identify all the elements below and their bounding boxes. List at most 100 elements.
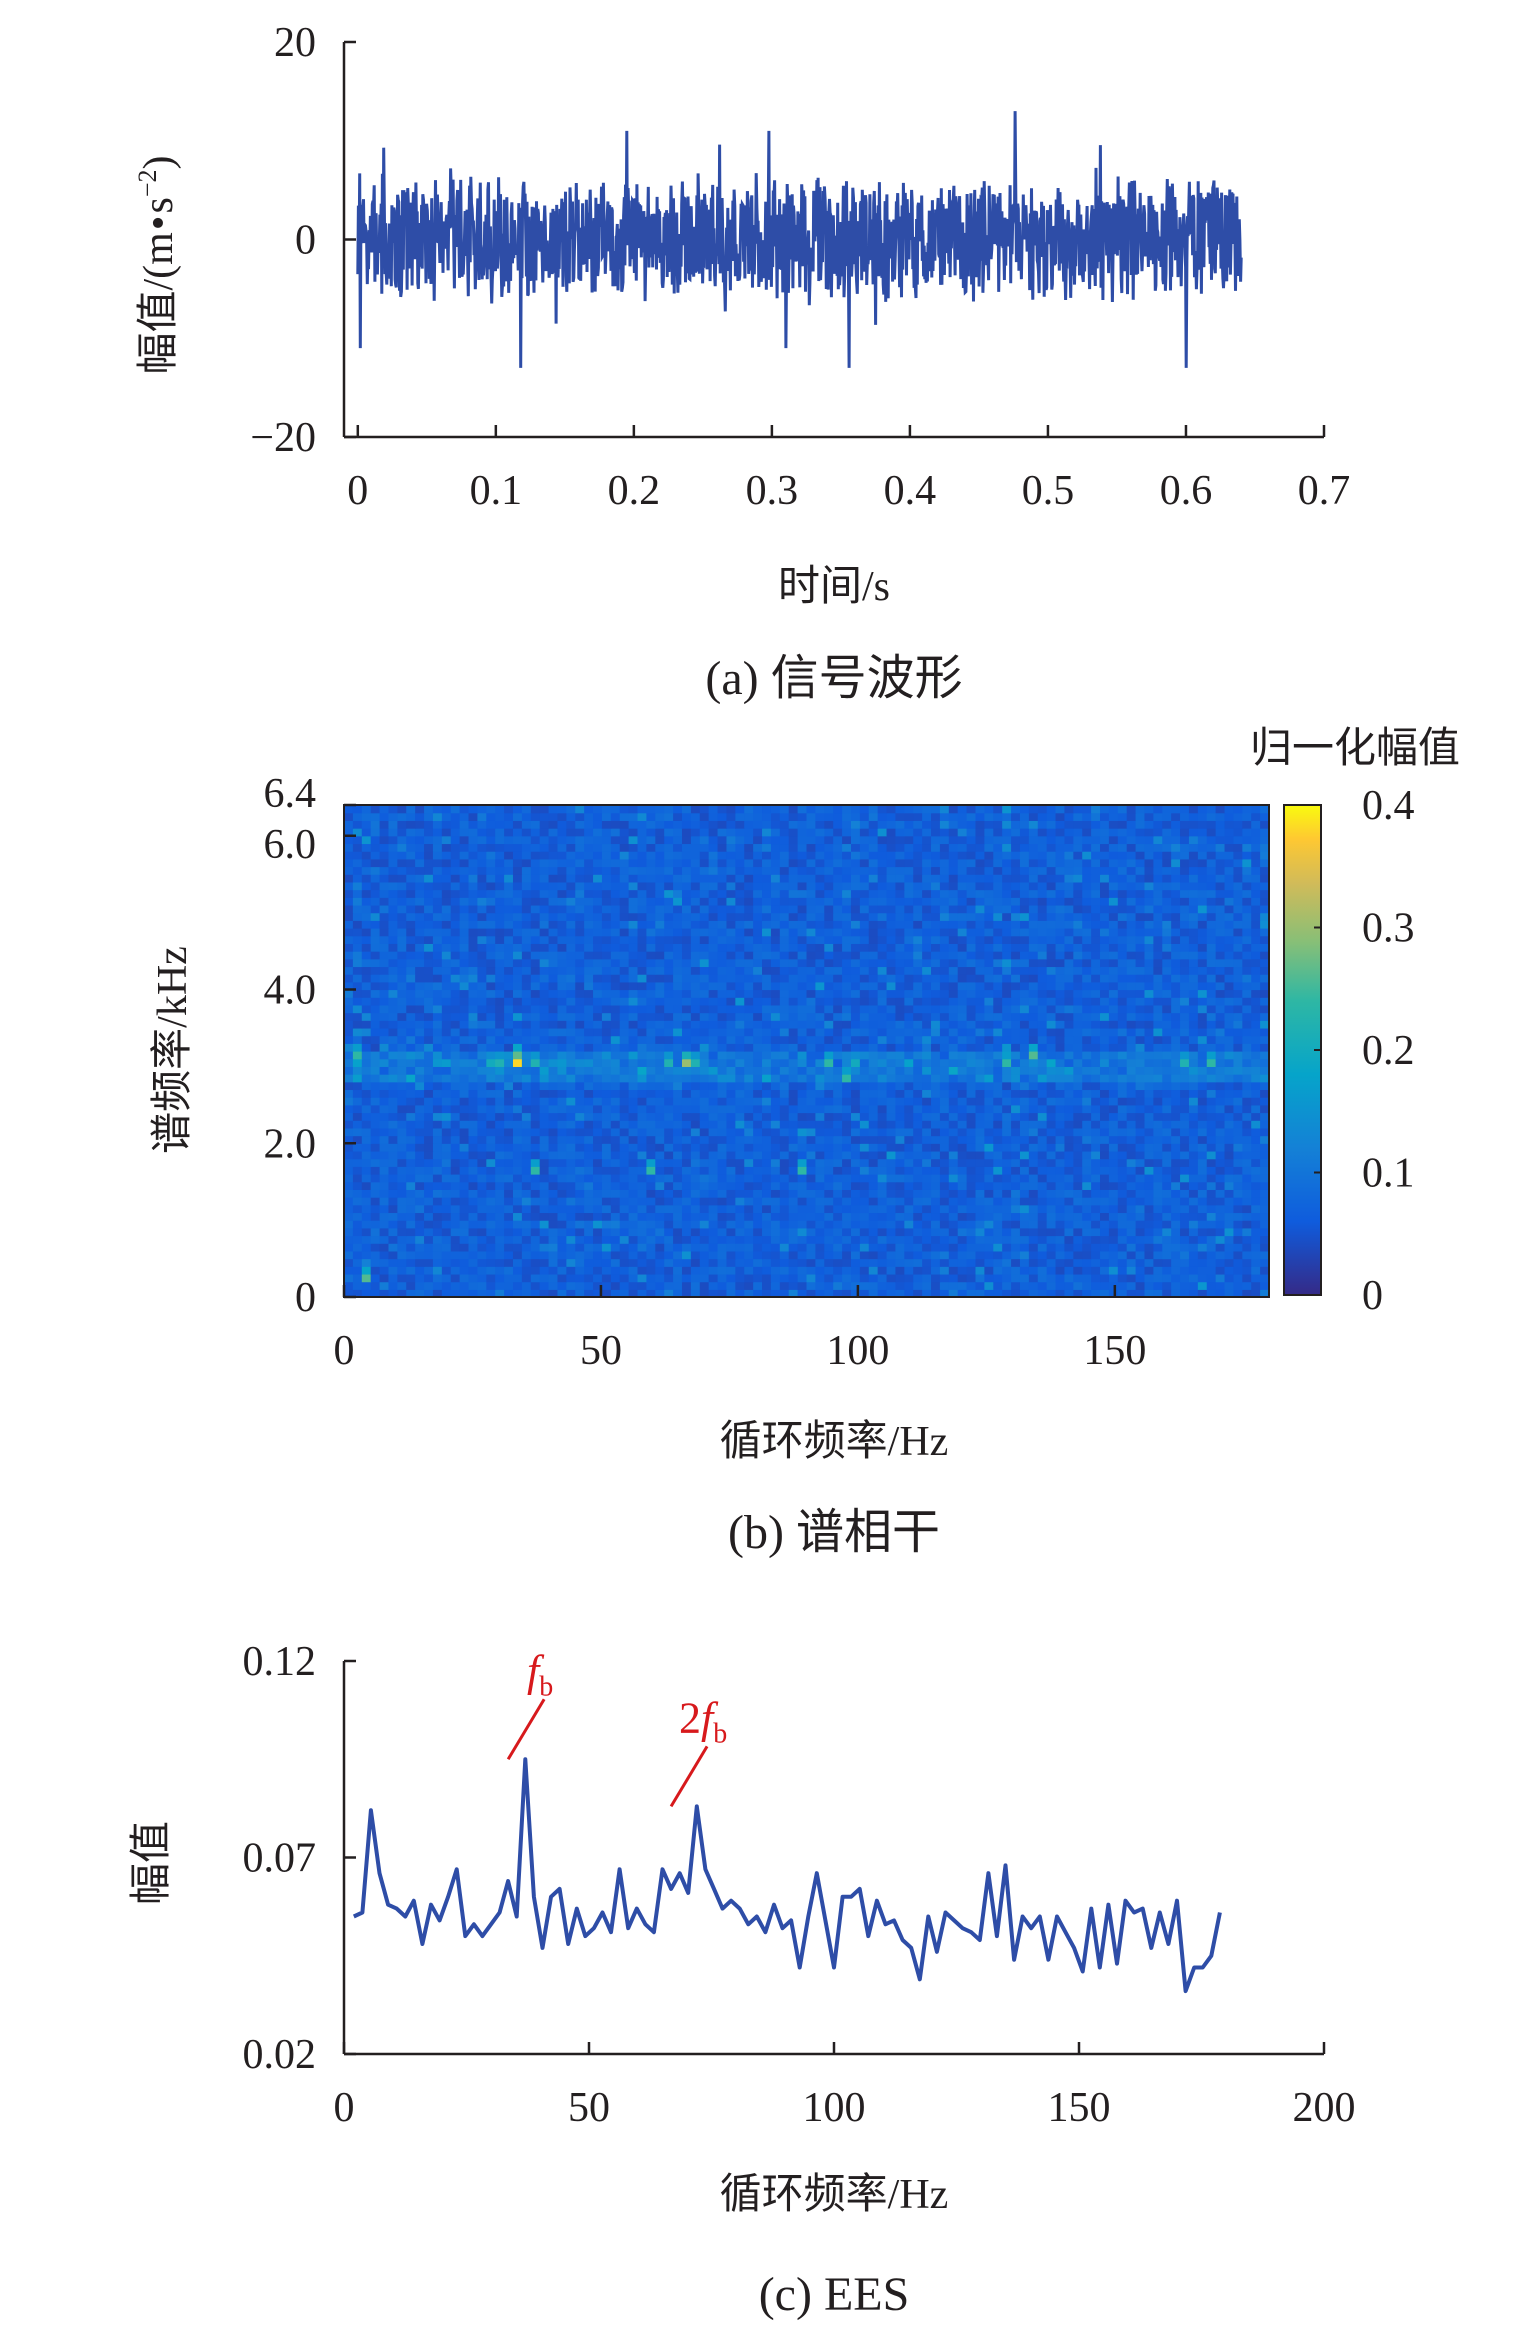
heatmap-cell [477, 1227, 487, 1237]
heatmap-cell [566, 1289, 576, 1298]
heatmap-cell [344, 1020, 354, 1029]
heatmap-cell [957, 1289, 968, 1298]
heatmap-cell [806, 1266, 816, 1275]
heatmap-cell [584, 1235, 594, 1244]
heatmap-cell [753, 1043, 763, 1052]
heatmap-cell [370, 989, 381, 998]
heatmap-cell [459, 1027, 470, 1037]
heatmap-cell [850, 1135, 861, 1144]
heatmap-cell [788, 974, 799, 983]
heatmap-cell [1064, 1212, 1074, 1221]
heatmap-cell [744, 1289, 754, 1298]
heatmap-cell [1028, 1243, 1039, 1252]
heatmap-cell [957, 1020, 968, 1029]
heatmap-cell [557, 1258, 567, 1267]
heatmap-cell [939, 1081, 950, 1091]
heatmap-cell [939, 958, 950, 968]
heatmap-cell [557, 1120, 567, 1129]
heatmap-cell [850, 1197, 861, 1206]
heatmap-cell [1064, 1266, 1074, 1275]
heatmap-cell [753, 1197, 763, 1206]
heatmap-cell [610, 1266, 621, 1275]
heatmap-cell [726, 1058, 736, 1067]
heatmap-cell [477, 974, 487, 983]
heatmap-cell [379, 1266, 390, 1275]
heatmap-cell [770, 1043, 781, 1052]
heatmap-cell [1055, 1235, 1066, 1244]
heatmap-cell [1002, 951, 1012, 960]
heatmap-cell [441, 1227, 452, 1237]
heatmap-cell [530, 1081, 541, 1091]
heatmap-cell [424, 1104, 434, 1114]
heatmap-cell [459, 1104, 470, 1114]
heatmap-cell [1251, 1027, 1261, 1037]
heatmap-cell [557, 1243, 567, 1252]
heatmap-cell [619, 1166, 630, 1175]
heatmap-cell [601, 1035, 612, 1044]
heatmap-cell [815, 1081, 825, 1091]
heatmap-cell [681, 1051, 692, 1060]
heatmap-cell [512, 1074, 523, 1083]
heatmap-cell [1108, 1020, 1119, 1029]
heatmap-cell [975, 1020, 985, 1029]
heatmap-cell [922, 1181, 932, 1190]
heatmap-cell [388, 1150, 398, 1160]
heatmap-cell [833, 1258, 843, 1267]
heatmap-cell [726, 1266, 736, 1275]
heatmap-cell [1180, 1258, 1190, 1267]
heatmap-cell [957, 1243, 968, 1252]
heatmap-cell [833, 1104, 843, 1114]
heatmap-cell [1144, 1112, 1154, 1121]
heatmap-cell [512, 1166, 523, 1175]
heatmap-cell [1055, 1158, 1066, 1167]
heatmap-cell [753, 958, 763, 968]
heatmap-cell [495, 1058, 505, 1067]
heatmap-cell [690, 989, 701, 998]
heatmap-cell [388, 1081, 398, 1091]
heatmap-cell [1233, 1220, 1243, 1229]
heatmap-cell [344, 1220, 354, 1229]
heatmap-cell [459, 1120, 470, 1129]
heatmap-cell [842, 1273, 852, 1283]
heatmap-cell [468, 1189, 479, 1198]
heatmap-cell [1028, 1166, 1039, 1175]
heatmap-cell [770, 951, 781, 960]
heatmap-cell [406, 1081, 416, 1091]
heatmap-cell [601, 1058, 612, 1067]
heatmap-cell [824, 951, 834, 960]
heatmap-cell [521, 951, 532, 960]
heatmap-cell [557, 1150, 567, 1160]
heatmap-cell [797, 958, 808, 968]
heatmap-cell [1073, 1189, 1083, 1198]
heatmap-cell [744, 1204, 754, 1214]
heatmap-cell [539, 1189, 550, 1198]
heatmap-cell [895, 1204, 905, 1214]
heatmap-cell [886, 1089, 897, 1098]
heatmap-cell [459, 1204, 470, 1214]
heatmap-cell [521, 1250, 532, 1260]
heatmap-cell [424, 1081, 434, 1091]
heatmap-cell [521, 1012, 532, 1021]
heatmap-cell [441, 1135, 452, 1144]
heatmap-cell [406, 974, 416, 983]
heatmap-cell [1091, 1089, 1101, 1098]
heatmap-cell [673, 1150, 683, 1160]
heatmap-cell [459, 1243, 470, 1252]
heatmap-cell [415, 1043, 425, 1052]
heatmap-cell [1242, 935, 1252, 944]
heatmap-cell [1011, 989, 1021, 998]
heatmap-cell [646, 1043, 656, 1052]
heatmap-cell [655, 1020, 665, 1029]
heatmap-cell [1242, 1058, 1252, 1067]
heatmap-cell [913, 1243, 923, 1252]
heatmap-cell [1180, 1074, 1190, 1083]
heatmap-cell [432, 1243, 443, 1252]
heatmap-cell [388, 1127, 398, 1137]
heatmap-cell [361, 1266, 372, 1275]
heatmap-cell [922, 928, 932, 937]
heatmap-cell [708, 1135, 719, 1144]
heatmap-cell [1233, 1089, 1243, 1098]
heatmap-cell [406, 1273, 416, 1283]
heatmap-cell [948, 1104, 959, 1114]
heatmap-cell [441, 1250, 452, 1260]
